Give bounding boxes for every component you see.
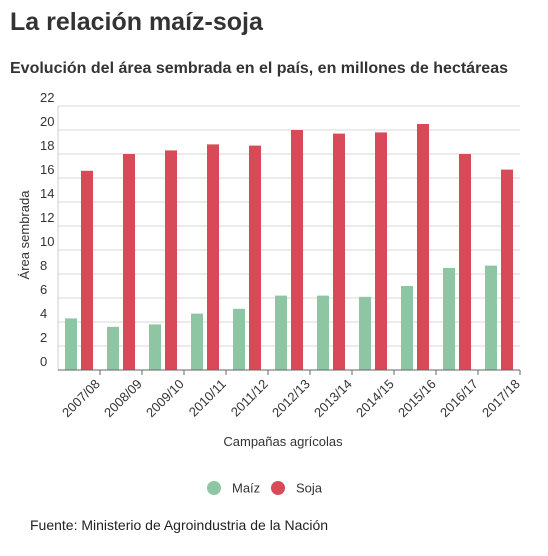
x-tick-label: 2014/15: [353, 376, 397, 420]
y-tick-label: 20: [40, 114, 54, 129]
bar-maiz: [275, 295, 287, 370]
x-tick-label: 2011/12: [228, 376, 271, 419]
x-tick-label: 2013/14: [311, 376, 355, 420]
bars: [65, 124, 513, 370]
x-axis-label: Campañas agrícolas: [223, 434, 343, 449]
bar-chart: 0 2 4 6 8 10 12 14 16 18 20 22 2007/082008/092009/1…: [17, 90, 523, 496]
y-tick-label: 16: [40, 162, 54, 177]
y-tick-label: 8: [40, 258, 47, 273]
bar-soja: [207, 144, 219, 370]
bar-soja: [81, 170, 93, 370]
page-title: La relación maíz-soja: [10, 8, 263, 36]
x-tick-label: 2007/08: [59, 376, 103, 420]
x-tick-label: 2012/13: [269, 376, 313, 420]
legend-label-maiz: Maíz: [232, 481, 260, 496]
x-axis-ticks: 2007/082008/092009/102010/112011/122012/…: [58, 369, 523, 420]
y-tick-label: 14: [40, 186, 54, 201]
y-axis-label: Área sembrada: [17, 190, 32, 280]
bar-soja: [333, 133, 345, 370]
x-tick-label: 2009/10: [143, 376, 187, 420]
y-axis-ticks: 0 2 4 6 8 10 12 14 16 18 20 22: [40, 90, 54, 369]
y-tick-label: 2: [40, 330, 47, 345]
bar-soja: [123, 154, 135, 370]
y-tick-label: 4: [40, 306, 47, 321]
bar-maiz: [149, 324, 161, 370]
bar-maiz: [191, 313, 203, 370]
legend: Maíz Soja: [207, 481, 323, 496]
bar-maiz: [485, 265, 497, 370]
y-tick-label: 0: [40, 354, 47, 369]
bar-soja: [291, 130, 303, 370]
x-tick-label: 2017/18: [479, 376, 523, 420]
x-tick-label: 2010/11: [186, 376, 229, 419]
source-note: Fuente: Ministerio de Agroindustria de l…: [30, 517, 329, 533]
x-tick-label: 2015/16: [395, 376, 439, 420]
bar-soja: [501, 169, 513, 370]
bar-soja: [375, 132, 387, 370]
legend-swatch-maiz: [207, 481, 221, 495]
bar-maiz: [401, 286, 413, 370]
y-tick-label: 12: [40, 210, 54, 225]
bar-soja: [165, 150, 177, 370]
bar-maiz: [359, 296, 371, 370]
y-tick-label: 6: [40, 282, 47, 297]
bar-maiz: [107, 326, 119, 370]
bar-soja: [417, 124, 429, 370]
bar-soja: [249, 145, 261, 370]
bar-maiz: [233, 308, 245, 370]
legend-swatch-soja: [271, 481, 285, 495]
y-tick-label: 22: [40, 90, 54, 105]
x-tick-label: 2016/17: [437, 376, 481, 420]
bar-maiz: [443, 268, 455, 370]
y-tick-label: 18: [40, 138, 54, 153]
page-subtitle: Evolución del área sembrada en el país, …: [10, 60, 508, 77]
y-tick-label: 10: [40, 234, 54, 249]
x-tick-label: 2008/09: [101, 376, 145, 420]
bar-soja: [459, 154, 471, 370]
bar-maiz: [65, 318, 77, 370]
bar-maiz: [317, 295, 329, 370]
legend-label-soja: Soja: [296, 481, 323, 496]
